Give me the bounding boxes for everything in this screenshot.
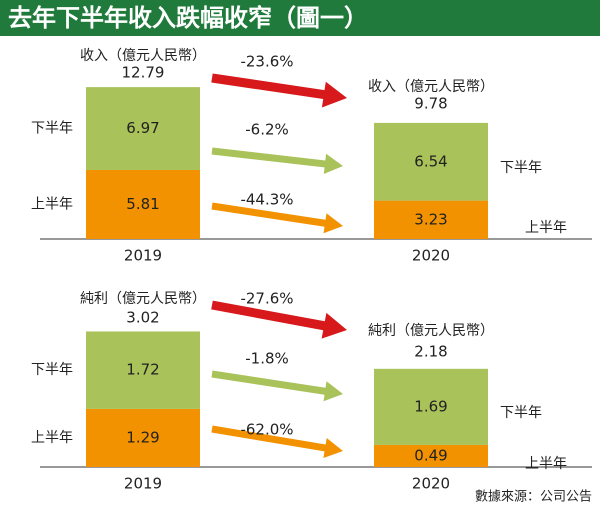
panel1-change-label-first-half: -44.3% [240, 191, 293, 209]
panel1-data-label-second-2019: 6.97 [126, 119, 159, 137]
panel2-data-label-first-2019: 1.29 [126, 428, 159, 446]
panel2-bar-second-half-2019 [86, 331, 200, 409]
panel2-stack-label-first-left: 上半年 [31, 430, 73, 446]
panel1-arrow-second-half [211, 147, 343, 174]
panel2-data-label-first-2020: 0.49 [414, 446, 447, 464]
panel2-arrow-second-half [211, 370, 343, 402]
panel1-data-label-first-2019: 5.81 [126, 195, 159, 213]
panel1-total-label-2020: 9.78 [414, 95, 447, 113]
panel2-data-label-second-2020: 1.69 [414, 397, 447, 415]
panel1-total-label-2019: 12.79 [122, 64, 165, 82]
panel2-total-label-2019: 3.02 [126, 309, 159, 327]
title-bar: 去年下半年收入跌幅收窄（圖一） [0, 0, 600, 36]
panel1-change-label-second-half: -6.2% [245, 121, 289, 139]
panel2-bar-first-half-2019 [86, 408, 200, 467]
panel1-stack-label-first-left: 上半年 [31, 196, 73, 212]
panel1-stack-label-second-right: 下半年 [500, 160, 542, 176]
panel1-category-label-2020: 2020 [412, 247, 450, 265]
panel2-arrow-first-half [211, 425, 343, 458]
panel1-bar-first-half-2019 [86, 169, 200, 239]
panel2-bar-first-half-2020 [374, 444, 488, 467]
chart-canvas: 5.816.972019上半年下半年3.236.542020上半年下半年收入（億… [31, 48, 592, 505]
panel2-metric-label-left: 純利（億元人民幣） [80, 291, 206, 307]
panel2-total-label-2020: 2.18 [414, 343, 447, 361]
panel1-data-label-second-2020: 6.54 [414, 152, 447, 170]
panel1-bar-first-half-2020 [374, 200, 488, 239]
panel2-category-label-2019: 2019 [124, 475, 162, 493]
panel2-change-label-total: -27.6% [240, 290, 293, 308]
panel1-bar-second-half-2020 [374, 122, 488, 201]
panel1-bar-second-half-2019 [86, 87, 200, 170]
panel1-stack-label-first-right: 上半年 [525, 220, 567, 236]
panel2-category-label-2020: 2020 [412, 475, 450, 493]
panel1-data-label-first-2020: 3.23 [414, 210, 447, 228]
panel2-stack-label-first-right: 上半年 [525, 456, 567, 472]
source-note: 數據來源：公司公告 [475, 490, 592, 505]
panel1-metric-label-right: 收入（億元人民幣） [368, 79, 494, 95]
panel1-arrow-total [211, 73, 347, 108]
panel2-stack-label-second-left: 下半年 [31, 362, 73, 378]
panel1-metric-label-left: 收入（億元人民幣） [80, 48, 206, 64]
panel1-change-label-total: -23.6% [240, 53, 293, 71]
panel2-metric-label-right: 純利（億元人民幣） [368, 323, 494, 339]
panel2-data-label-second-2019: 1.72 [126, 361, 159, 379]
panel2-bar-second-half-2020 [374, 368, 488, 445]
panel2-change-label-first-half: -62.0% [240, 421, 293, 439]
chart-title: 去年下半年收入跌幅收窄（圖一） [8, 4, 368, 32]
panel2-stack-label-second-right: 下半年 [500, 405, 542, 421]
panel1-stack-label-second-left: 下半年 [31, 121, 73, 137]
panel2-change-label-second-half: -1.8% [245, 350, 289, 368]
panel1-category-label-2019: 2019 [124, 247, 162, 265]
panel2-arrow-total [211, 300, 347, 339]
panel1-arrow-first-half [211, 202, 343, 234]
